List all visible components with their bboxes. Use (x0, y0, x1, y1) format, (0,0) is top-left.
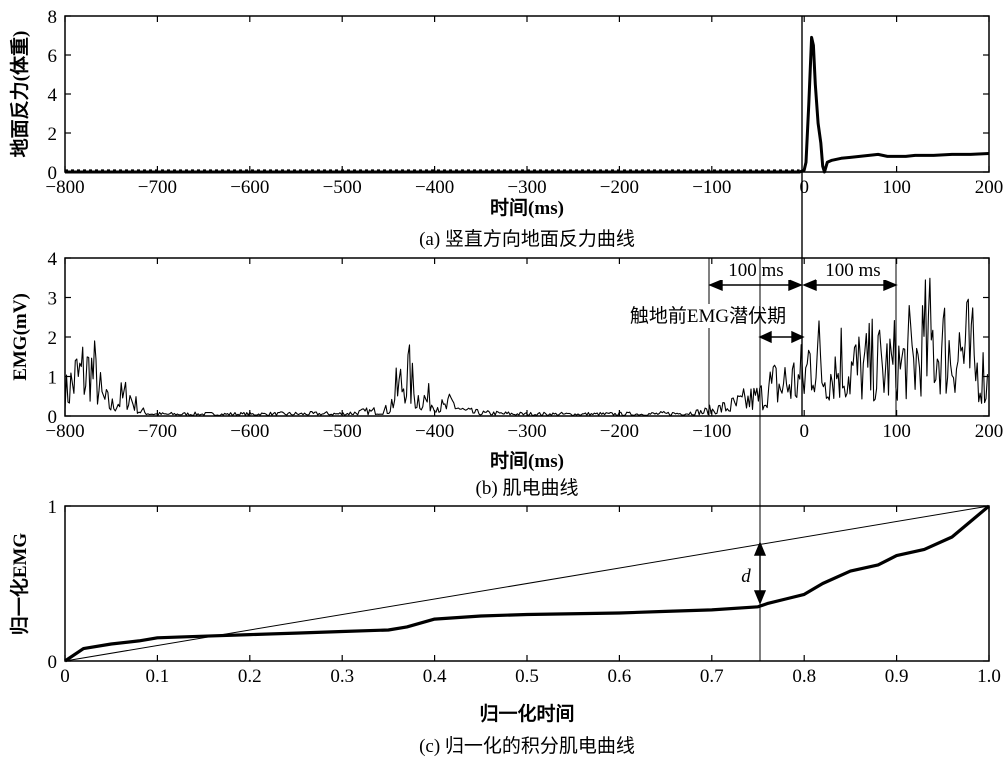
panel-c-caption: (c) 归一化的积分肌电曲线 (419, 735, 635, 757)
series-a-line (65, 35, 990, 174)
xtick-label: −300 (507, 421, 546, 442)
annotation-latency: 触地前EMG潜伏期 (630, 305, 786, 327)
panel-a: −800 −700 −600 −500 −400 −300 −200 −100 0 100 200 0… (8, 7, 1003, 250)
panel-b-xlabel: 时间(ms) (490, 450, 564, 472)
xtick-label: 0.5 (515, 666, 539, 687)
xtick-label: 200 (975, 177, 1004, 198)
xtick-label: −400 (415, 421, 454, 442)
panel-b-ylabel: EMG(mV) (10, 293, 31, 381)
xtick-label: −200 (600, 421, 639, 442)
xtick-label: −200 (600, 177, 639, 198)
ytick-label: 8 (48, 7, 58, 28)
xtick-label: −600 (230, 177, 269, 198)
series-c-iemg (64, 504, 991, 663)
ytick-label: 4 (48, 249, 58, 270)
ytick-label: 0 (48, 407, 58, 428)
annotation-d: d (741, 566, 751, 587)
panel-b-caption: (b) 肌电曲线 (476, 477, 579, 499)
panel-c: 0 0.1 0.2 0.3 0.4 0.5 0.6 0.7 0.8 0.9 1.0 0 1 d 归一化时… (8, 497, 1001, 757)
xtick-label: 0.4 (423, 666, 447, 687)
panel-a-ylabel: 地面反力(体重) (8, 31, 31, 158)
ytick-label: 3 (48, 289, 58, 310)
xtick-label: −700 (138, 177, 177, 198)
arrow-100ms-right (802, 278, 898, 292)
xtick-label: 1.0 (977, 666, 1001, 687)
annotation-100ms-right: 100 ms (825, 260, 880, 281)
panel-a-caption: (a) 竖直方向地面反力曲线 (419, 228, 635, 250)
panel-c-ylabel: 归一化EMG (8, 533, 31, 636)
series-b-emg (64, 277, 989, 416)
xtick-label: 0.7 (700, 666, 724, 687)
ytick-label: 4 (48, 85, 58, 106)
ytick-label: 2 (48, 124, 58, 145)
ytick-label: 0 (48, 163, 58, 184)
xtick-label: 0 (799, 177, 809, 198)
xtick-label: −500 (323, 421, 362, 442)
arrow-100ms-left (708, 278, 803, 292)
panel-a-frame (64, 15, 990, 173)
panel-a-xlabel: 时间(ms) (490, 197, 564, 219)
xtick-label: 100 (882, 177, 911, 198)
ytick-label: 2 (48, 328, 58, 349)
ytick-label: 6 (48, 46, 58, 67)
ytick-label: 0 (48, 652, 58, 673)
arrow-latency (758, 330, 805, 344)
xtick-label: 0.6 (608, 666, 632, 687)
xtick-label: 0 (60, 666, 70, 687)
annotation-100ms-left: 100 ms (728, 260, 783, 281)
xtick-label: −800 (45, 177, 84, 198)
xtick-label: −600 (230, 421, 269, 442)
xtick-label: 100 (882, 421, 911, 442)
xtick-label: −300 (507, 177, 546, 198)
xtick-label: −500 (323, 177, 362, 198)
panel-c-xlabel: 归一化时间 (479, 702, 574, 725)
panel-c-frame (64, 505, 990, 662)
ytick-label: 1 (48, 368, 58, 389)
xtick-label: −700 (138, 421, 177, 442)
xtick-label: 200 (975, 421, 1004, 442)
panel-b: −800 −700 −600 −500 −400 −300 −200 −100 0 100 200 0… (10, 249, 1003, 499)
xtick-label: 0 (799, 421, 809, 442)
xtick-label: −100 (692, 421, 731, 442)
xtick-label: 0.3 (330, 666, 354, 687)
xtick-label: −800 (45, 421, 84, 442)
xtick-label: −100 (692, 177, 731, 198)
panel-b-frame (64, 257, 990, 417)
xtick-label: 0.8 (792, 666, 816, 687)
xtick-label: 0.2 (238, 666, 262, 687)
xtick-label: −400 (415, 177, 454, 198)
xtick-label: 0.1 (146, 666, 170, 687)
ytick-label: 1 (48, 497, 58, 518)
xtick-label: 0.9 (885, 666, 909, 687)
